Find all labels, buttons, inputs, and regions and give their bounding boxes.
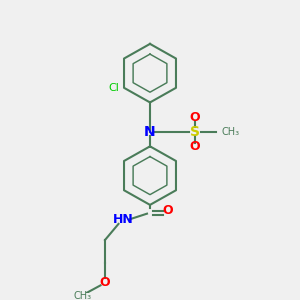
Text: O: O [100, 276, 110, 289]
Text: CH₃: CH₃ [74, 291, 92, 300]
Text: CH₃: CH₃ [222, 127, 240, 137]
Text: Cl: Cl [108, 83, 119, 93]
Text: O: O [163, 204, 173, 217]
Text: N: N [144, 125, 156, 139]
Text: S: S [190, 125, 200, 139]
Text: O: O [190, 140, 200, 153]
Text: O: O [190, 111, 200, 124]
Text: HN: HN [112, 213, 134, 226]
